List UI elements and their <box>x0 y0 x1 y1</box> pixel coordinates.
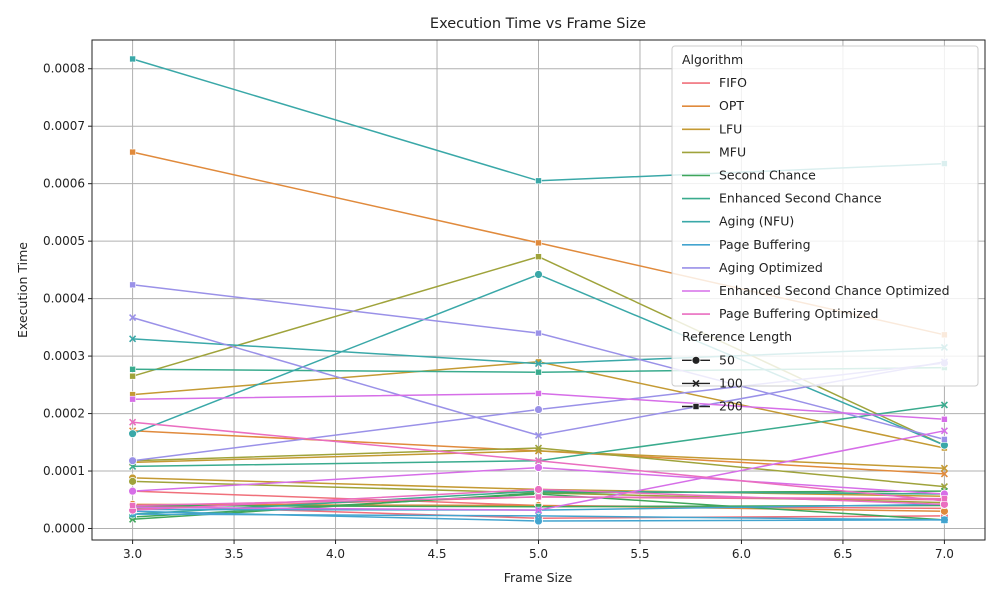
data-point <box>129 395 136 403</box>
x-tick-label: 3.5 <box>225 547 244 561</box>
data-point <box>128 476 137 486</box>
data-point <box>534 512 543 520</box>
legend-entry: Page Buffering Optimized <box>719 306 878 321</box>
data-point <box>535 390 542 397</box>
x-tick-label: 6.0 <box>732 547 751 561</box>
x-tick-label: 5.5 <box>630 547 649 561</box>
data-point <box>535 358 542 366</box>
data-point <box>941 436 948 443</box>
data-point <box>535 368 542 376</box>
legend-entry: Page Buffering <box>719 237 811 252</box>
y-axis: 0.0000 0.0001 0.0002 0.0003 0.0004 0.0005 0.00… <box>43 62 92 536</box>
data-point <box>534 405 543 414</box>
data-point <box>535 493 542 501</box>
data-point <box>941 495 948 502</box>
y-tick-label: 0.0002 <box>43 407 85 421</box>
legend-entry: MFU <box>719 144 746 159</box>
y-tick-label: 0.0001 <box>43 464 85 478</box>
y-tick-label: 0.0006 <box>43 177 85 191</box>
data-point <box>129 314 137 322</box>
x-axis: 3.0 3.5 4.0 4.5 5.0 5.5 6.0 6.5 7.0 <box>123 540 954 561</box>
data-point <box>129 281 136 289</box>
legend-entry: OPT <box>719 98 744 113</box>
legend-entry: Enhanced Second Chance Optimized <box>719 283 950 298</box>
data-point <box>534 485 543 494</box>
data-point <box>940 464 948 472</box>
legend-marker <box>691 355 701 365</box>
legend-title-algorithm: Algorithm <box>682 52 743 67</box>
data-point <box>534 506 543 514</box>
x-tick-label: 3.0 <box>123 547 142 561</box>
y-tick-label: 0.0005 <box>43 234 85 248</box>
y-tick-label: 0.0003 <box>43 349 85 363</box>
x-tick-label: 6.5 <box>833 547 852 561</box>
legend-entry: FIFO <box>719 75 747 90</box>
legend-marker <box>692 379 700 387</box>
data-point <box>129 148 136 156</box>
data-point <box>129 55 136 63</box>
legend-entry: 100 <box>719 375 743 390</box>
data-point <box>534 270 543 279</box>
y-tick-label: 0.0008 <box>43 62 85 76</box>
data-point <box>534 463 543 472</box>
legend-entry: Enhanced Second Chance <box>719 191 882 206</box>
data-point <box>129 372 136 380</box>
data-point <box>940 516 948 524</box>
data-point <box>534 431 543 439</box>
legend-entry: 50 <box>719 352 735 367</box>
data-point <box>941 416 948 423</box>
data-point <box>940 470 948 478</box>
data-point <box>535 253 542 260</box>
y-axis-label: Execution Time <box>15 242 30 338</box>
data-point <box>534 457 543 465</box>
legend-entry: LFU <box>719 121 742 136</box>
data-point <box>535 329 542 337</box>
data-point <box>129 502 136 509</box>
data-point <box>129 366 136 373</box>
legend-box <box>671 45 979 387</box>
data-point <box>129 335 137 343</box>
data-point <box>129 418 137 426</box>
data-point <box>535 177 542 185</box>
legend-entry: 200 <box>719 399 743 414</box>
x-tick-label: 4.5 <box>427 547 446 561</box>
x-tick-label: 7.0 <box>935 547 954 561</box>
x-axis-label: Frame Size <box>504 570 573 585</box>
data-point <box>534 516 543 526</box>
y-tick-label: 0.0000 <box>43 522 85 536</box>
data-point <box>940 427 948 435</box>
chart-title: Execution Time vs Frame Size <box>430 16 646 32</box>
data-point <box>534 359 543 368</box>
data-point <box>940 401 948 409</box>
data-point <box>535 239 542 247</box>
y-tick-label: 0.0007 <box>43 119 85 133</box>
data-point <box>128 429 137 439</box>
series-layer <box>128 55 949 526</box>
data-point <box>128 456 137 466</box>
legend-entry: Aging (NFU) <box>719 214 794 229</box>
legend-entry: Aging Optimized <box>719 260 823 275</box>
data-point <box>128 486 137 496</box>
x-tick-label: 5.0 <box>529 547 548 561</box>
x-tick-label: 4.0 <box>326 547 345 561</box>
legend-title-reference-length: Reference Length <box>682 329 792 344</box>
legend-entry: Second Chance <box>719 168 816 183</box>
y-tick-label: 0.0004 <box>43 292 85 306</box>
legend-marker <box>692 403 700 410</box>
legend: Algorithm FIFO OPT LFU MFU Second Chance Enhan… <box>671 45 979 414</box>
data-point <box>534 444 543 452</box>
